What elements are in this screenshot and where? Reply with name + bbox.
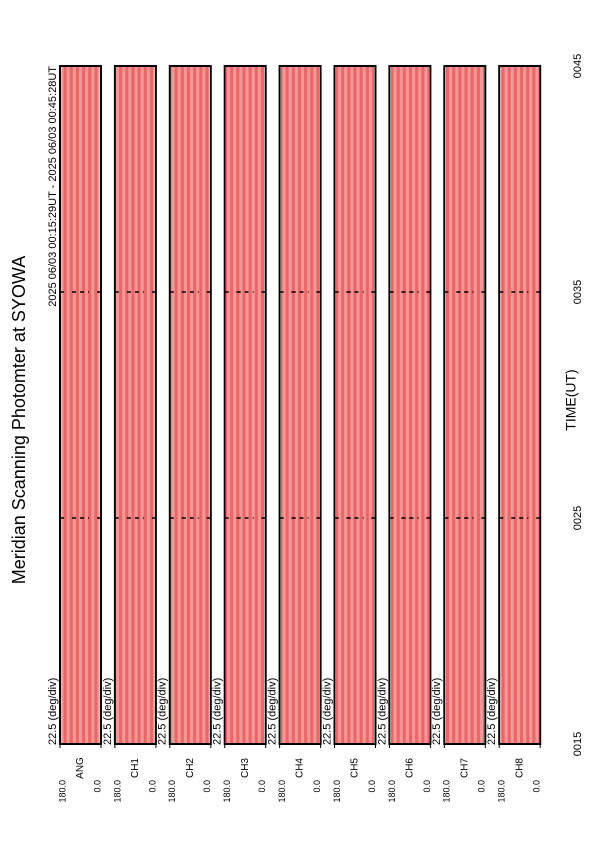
y-tick-label: 0.0 <box>202 780 212 793</box>
panel-scale: 22.5 (deg/div) <box>267 678 279 745</box>
channel-name: CH5 <box>350 758 361 778</box>
panel-frame <box>388 65 432 745</box>
y-tick-label: 180.0 <box>57 780 67 803</box>
x-axis-label: TIME(UT) <box>563 369 579 430</box>
panel-frame <box>278 65 322 745</box>
panel-scale: 22.5 (deg/div) <box>486 678 498 745</box>
panel-scale: 22.5 (deg/div) <box>431 678 443 745</box>
panel-scale: 22.5 (deg/div) <box>212 678 224 745</box>
y-tick-label: 180.0 <box>277 780 287 803</box>
y-tick-label: 0.0 <box>532 780 542 793</box>
panel-frame <box>333 65 377 745</box>
y-tick-label: 0.0 <box>367 780 377 793</box>
y-tick-label: 180.0 <box>167 780 177 803</box>
y-tick-label: 180.0 <box>332 780 342 803</box>
panel-frame <box>113 65 157 745</box>
y-tick-label: 180.0 <box>442 780 452 803</box>
panel-scale: 22.5 (deg/div) <box>321 678 333 745</box>
panel-scale: 22.5 (deg/div) <box>102 678 114 745</box>
panel-frame <box>498 65 542 745</box>
x-tick-label: 0045 <box>572 54 584 78</box>
y-tick-label: 0.0 <box>477 780 487 793</box>
panel-frame <box>59 65 102 745</box>
panel-scale: 22.5 (deg/div) <box>47 678 59 745</box>
y-tick-label: 0.0 <box>92 780 102 793</box>
x-tick-label: 0015 <box>572 732 584 756</box>
panel-frame <box>223 65 267 745</box>
panel-frame <box>443 65 487 745</box>
channel-name: CH8 <box>514 758 525 778</box>
y-tick-label: 180.0 <box>497 780 507 803</box>
y-tick-label: 180.0 <box>112 780 122 803</box>
y-tick-label: 0.0 <box>147 780 157 793</box>
x-tick-label: 0035 <box>572 280 584 304</box>
y-tick-label: 0.0 <box>422 780 432 793</box>
chart-subtitle: 2025 06/03 00:15:29UT - 2025 06/03 00:45… <box>47 66 59 307</box>
panel-scale: 22.5 (deg/div) <box>157 678 169 745</box>
channel-name: CH6 <box>405 758 416 778</box>
channel-name: CH3 <box>240 758 251 778</box>
channel-name: CH1 <box>130 758 141 778</box>
channel-name: CH7 <box>459 758 470 778</box>
x-tick-label: 0025 <box>572 506 584 530</box>
panel-frame <box>168 65 212 745</box>
channel-name: CH4 <box>295 758 306 778</box>
y-tick-label: 180.0 <box>387 780 397 803</box>
chart-title: Meridian Scanning Photomter at SYOWA <box>9 256 29 584</box>
y-tick-label: 0.0 <box>312 780 322 793</box>
y-tick-label: 180.0 <box>222 780 232 803</box>
y-tick-label: 0.0 <box>257 780 267 793</box>
rotated-plot: Meridian Scanning Photomter at SYOWA 202… <box>9 54 584 803</box>
channel-name: CH2 <box>185 758 196 778</box>
channel-name: ANG <box>75 757 86 779</box>
panel-scale: 22.5 (deg/div) <box>376 678 388 745</box>
